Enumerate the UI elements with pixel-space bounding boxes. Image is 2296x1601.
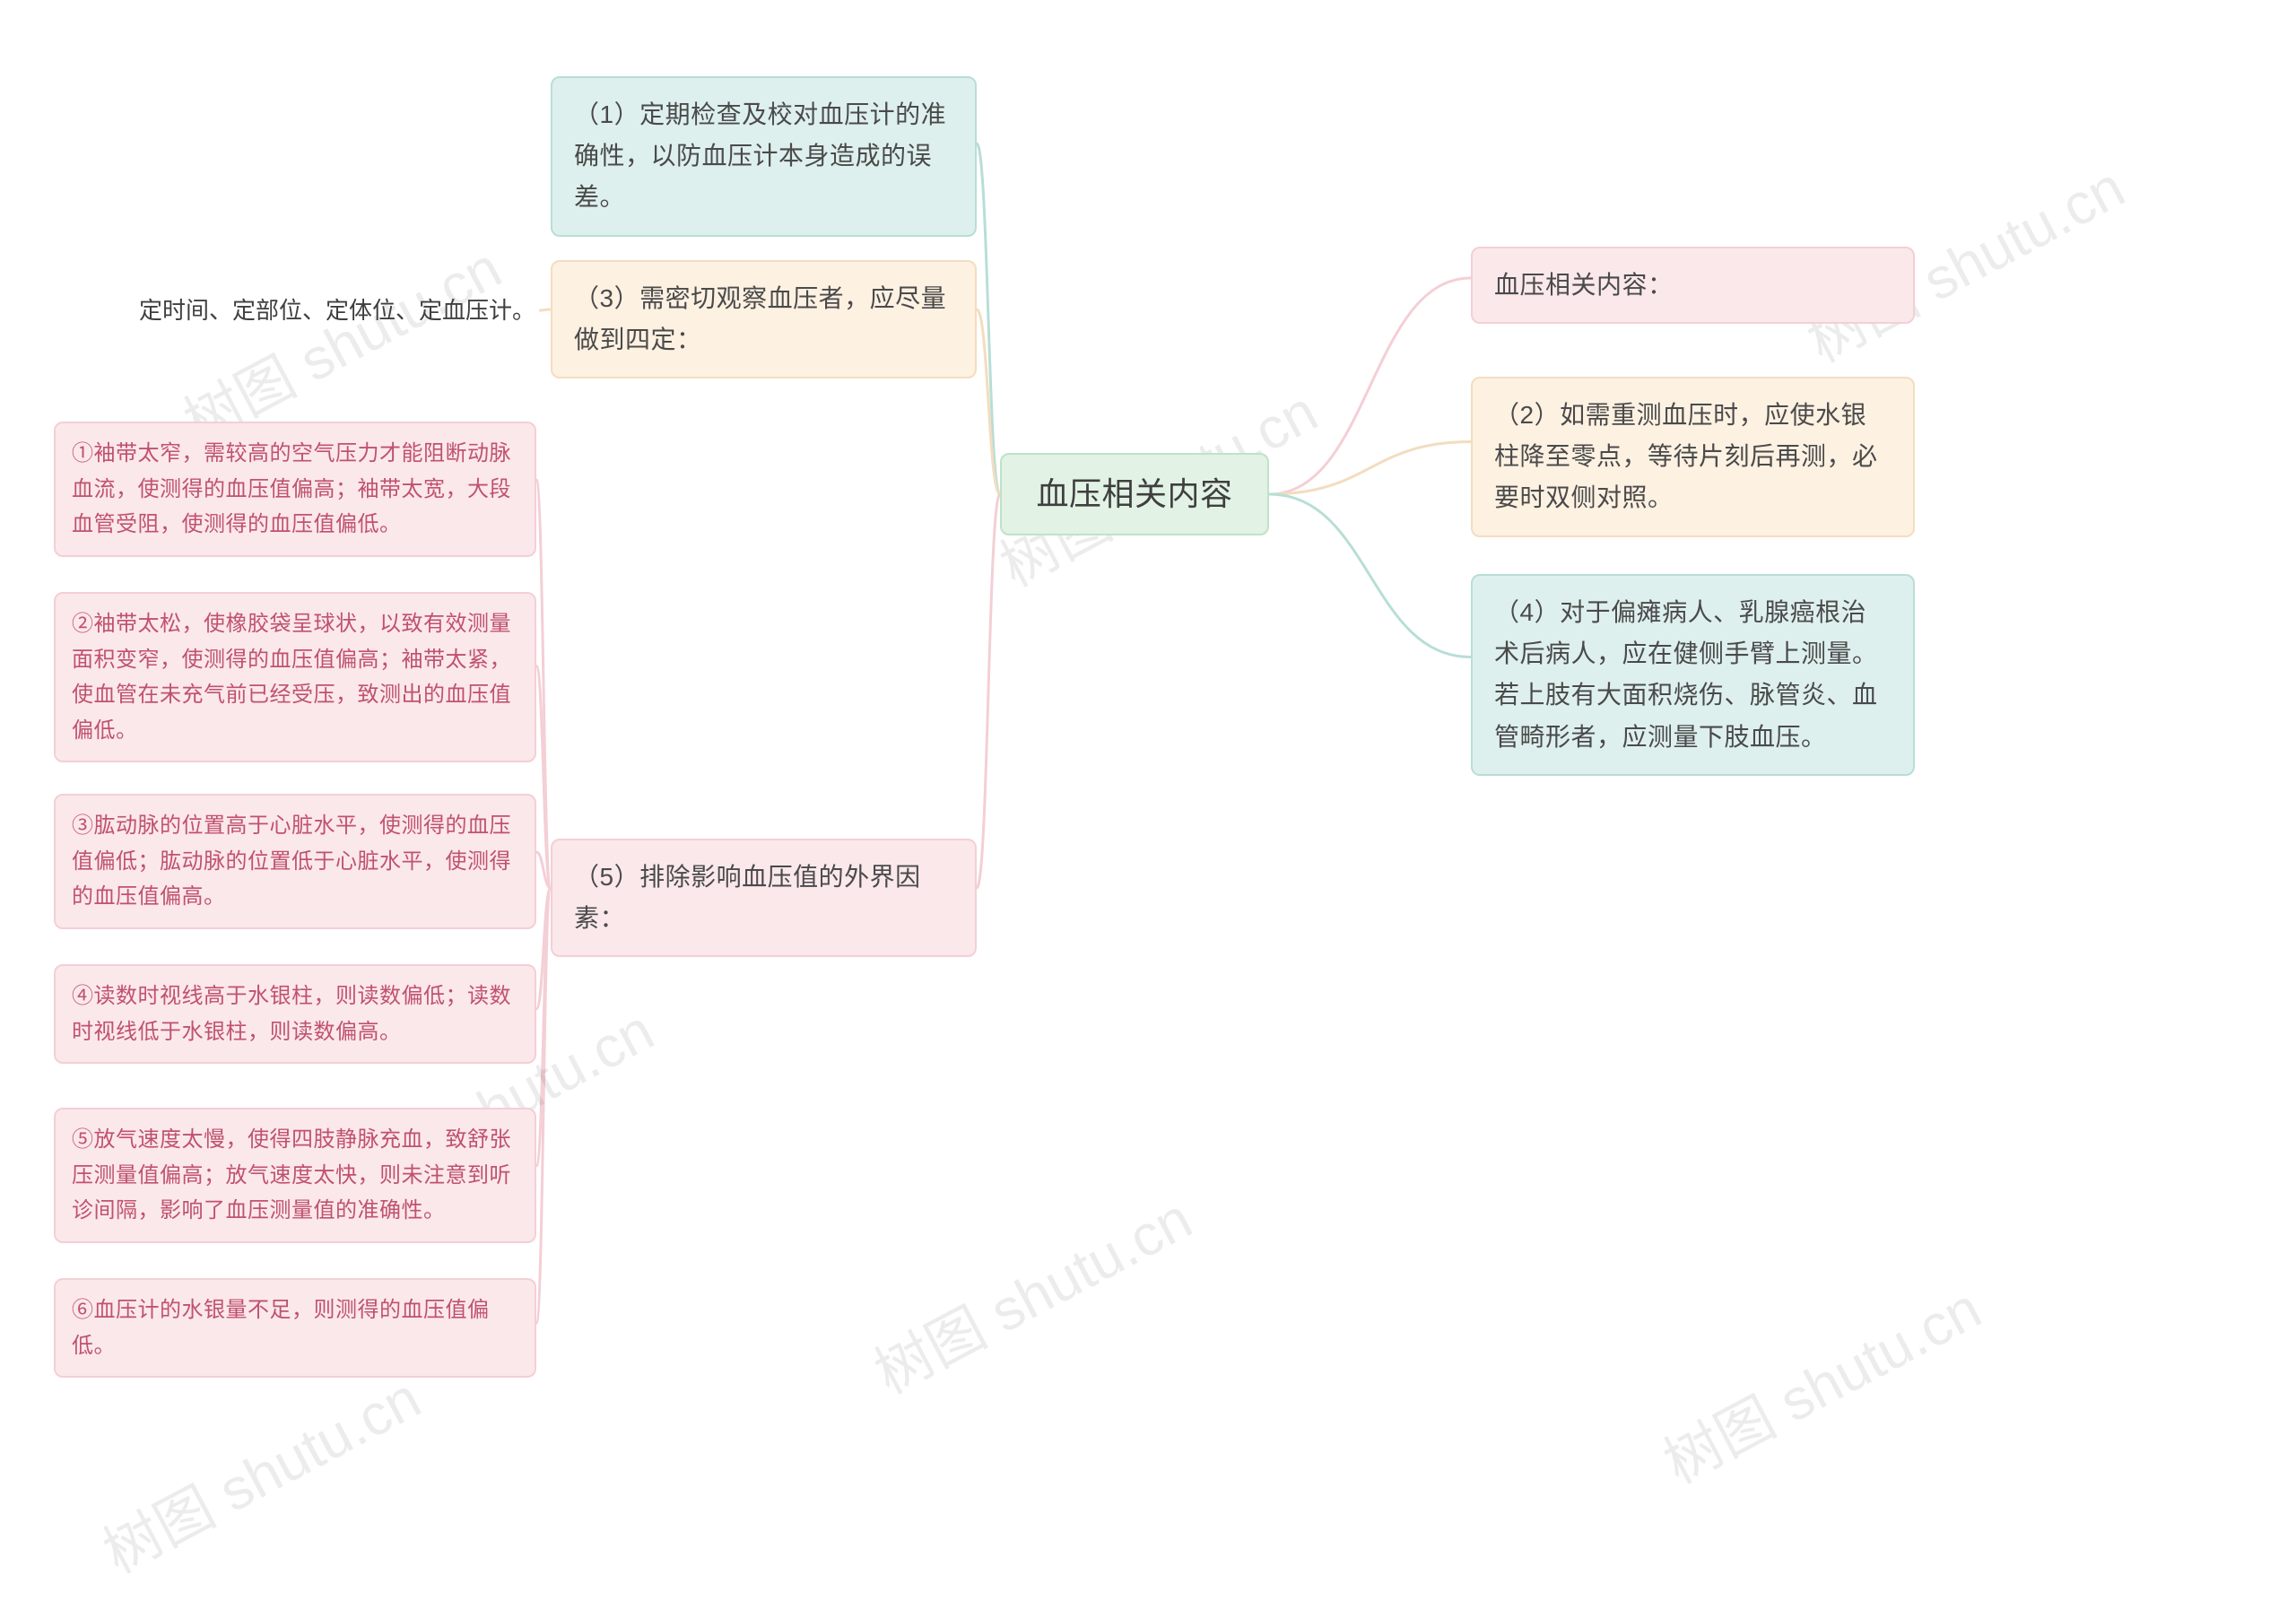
left-node-3-child: 定时间、定部位、定体位、定血压计。 [139, 292, 539, 328]
center-label: 血压相关内容 [1036, 467, 1232, 520]
left-node-1-text: （1）定期检查及校对血压计的准确性，以防血压计本身造成的误差。 [574, 100, 946, 211]
left-node-5: （5）排除影响血压值的外界因素： [551, 839, 977, 957]
left-node-5-child-6-text: ⑥血压计的水银量不足，则测得的血压值偏低。 [72, 1298, 490, 1358]
left-node-3-child-text: 定时间、定部位、定体位、定血压计。 [139, 297, 535, 324]
watermark: 树图 shutu.cn [87, 1353, 433, 1589]
connector [539, 309, 551, 310]
connector [1269, 494, 1471, 657]
watermark: 树图 shutu.cn [858, 1174, 1205, 1410]
left-node-5-child-2: ②袖带太松，使橡胶袋呈球状，以致有效测量面积变窄，使测得的血压值偏高；袖带太紧，… [54, 592, 536, 762]
connector [536, 666, 551, 889]
connector [536, 480, 551, 888]
left-node-3: （3）需密切观察血压者，应尽量做到四定： [551, 260, 977, 378]
right-title-node: 血压相关内容： [1471, 247, 1915, 324]
right-node-2-text: （2）如需重测血压时，应使水银柱降至零点，等待片刻后再测，必要时双侧对照。 [1494, 401, 1878, 511]
left-node-1: （1）定期检查及校对血压计的准确性，以防血压计本身造成的误差。 [551, 76, 977, 237]
left-node-5-child-5: ⑤放气速度太慢，使得四肢静脉充血，致舒张压测量值偏高；放气速度太快，则未注意到听… [54, 1108, 536, 1243]
connector [977, 309, 1000, 494]
mindmap-canvas: 树图 shutu.cn树图 shutu.cn树图 shutu.cn树图 shut… [0, 0, 2296, 1601]
left-node-5-child-1-text: ①袖带太窄，需较高的空气压力才能阻断动脉血流，使测得的血压值偏高；袖带太宽，大段… [72, 441, 511, 536]
left-node-5-child-3-text: ③肱动脉的位置高于心脏水平，使测得的血压值偏低；肱动脉的位置低于心脏水平，使测得… [72, 814, 511, 909]
left-node-5-child-4: ④读数时视线高于水银柱，则读数偏低；读数时视线低于水银柱，则读数偏高。 [54, 964, 536, 1064]
left-node-5-child-5-text: ⑤放气速度太慢，使得四肢静脉充血，致舒张压测量值偏高；放气速度太快，则未注意到听… [72, 1127, 511, 1223]
center-node: 血压相关内容 [1000, 453, 1269, 535]
right-node-4-text: （4）对于偏瘫病人、乳腺癌根治术后病人，应在健侧手臂上测量。若上肢有大面积烧伤、… [1494, 598, 1878, 751]
left-node-5-child-4-text: ④读数时视线高于水银柱，则读数偏低；读数时视线低于水银柱，则读数偏高。 [72, 984, 511, 1044]
left-node-3-text: （3）需密切观察血压者，应尽量做到四定： [574, 284, 946, 353]
right-title-text: 血压相关内容： [1494, 265, 1674, 306]
right-node-4: （4）对于偏瘫病人、乳腺癌根治术后病人，应在健侧手臂上测量。若上肢有大面积烧伤、… [1471, 574, 1915, 776]
connector [536, 852, 551, 888]
left-node-5-child-3: ③肱动脉的位置高于心脏水平，使测得的血压值偏低；肱动脉的位置低于心脏水平，使测得… [54, 794, 536, 929]
left-node-5-child-6: ⑥血压计的水银量不足，则测得的血压值偏低。 [54, 1278, 536, 1378]
watermark: 树图 shutu.cn [1648, 1264, 1994, 1500]
connector [536, 888, 551, 1009]
connector [1269, 442, 1471, 495]
connector [1269, 278, 1471, 494]
connector [536, 888, 551, 1323]
left-node-5-child-2-text: ②袖带太松，使橡胶袋呈球状，以致有效测量面积变窄，使测得的血压值偏高；袖带太紧，… [72, 612, 511, 743]
connector [977, 144, 1000, 494]
left-node-5-text: （5）排除影响血压值的外界因素： [574, 863, 921, 932]
connector [536, 888, 551, 1166]
connector [977, 494, 1000, 888]
left-node-5-child-1: ①袖带太窄，需较高的空气压力才能阻断动脉血流，使测得的血压值偏高；袖带太宽，大段… [54, 422, 536, 557]
right-node-2: （2）如需重测血压时，应使水银柱降至零点，等待片刻后再测，必要时双侧对照。 [1471, 377, 1915, 537]
